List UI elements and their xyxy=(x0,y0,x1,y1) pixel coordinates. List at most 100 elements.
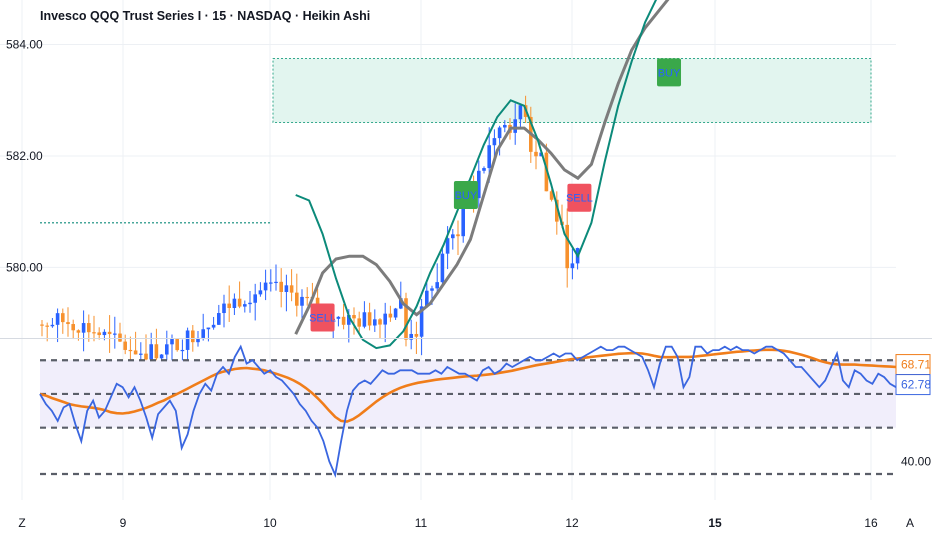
candle-body xyxy=(461,200,465,237)
candle-body xyxy=(263,282,268,291)
candle-body xyxy=(445,238,450,254)
candle-body xyxy=(76,330,81,333)
time-tick-label: Z xyxy=(18,516,25,530)
candle-body xyxy=(487,145,491,169)
candle-body xyxy=(482,168,486,171)
candle-body xyxy=(518,105,523,120)
candle-body xyxy=(336,316,341,319)
candle-body xyxy=(373,319,377,326)
candle-body xyxy=(409,333,413,340)
price-tick-label: 582.00 xyxy=(6,149,43,163)
candle-body xyxy=(378,319,382,325)
candle-body xyxy=(269,282,273,284)
candle-body xyxy=(243,304,247,307)
candle-body xyxy=(87,323,91,333)
candle-body xyxy=(50,324,55,327)
rsi-band-fill xyxy=(40,360,896,428)
candle-body xyxy=(237,298,242,307)
candle-body xyxy=(456,234,460,237)
candle-body xyxy=(492,138,497,146)
candle-body xyxy=(211,324,216,328)
rsi-line xyxy=(39,344,897,478)
sell-signal-badge xyxy=(567,183,592,212)
candlestick-series xyxy=(40,95,580,376)
fast-moving-average-line xyxy=(295,0,658,350)
candle-body xyxy=(81,323,86,333)
candle-body xyxy=(300,296,304,306)
candle-body xyxy=(513,119,517,133)
candle-body xyxy=(295,292,299,306)
time-tick-label: A xyxy=(906,516,914,530)
candle-body xyxy=(565,224,569,269)
candle-body xyxy=(451,234,455,239)
candle-body xyxy=(222,303,226,314)
price-axis[interactable]: 584.00 582.00 580.00 xyxy=(6,38,43,275)
sell-signal-label: SELL xyxy=(309,313,336,325)
time-tick-label: 15 xyxy=(708,516,722,530)
rsi-axis[interactable]: 68.71 62.78 40.00 xyxy=(895,354,931,469)
candle-body xyxy=(139,353,143,355)
candle-body xyxy=(118,333,122,342)
candle-body xyxy=(341,316,346,325)
rsi-pane xyxy=(39,344,897,478)
candle-body xyxy=(61,313,65,323)
candle-body xyxy=(45,325,49,327)
candle-body xyxy=(144,353,148,360)
candle-body xyxy=(570,263,575,269)
price-tick-label: 584.00 xyxy=(6,38,43,52)
candle-body xyxy=(503,124,507,128)
candle-body xyxy=(232,298,237,308)
time-tick-label: 12 xyxy=(565,516,579,530)
candle-body xyxy=(128,349,133,352)
buy-signal-label: BUY xyxy=(658,67,681,79)
candle-body xyxy=(347,315,351,325)
sell-signal-badge xyxy=(310,303,335,332)
candle-body xyxy=(425,290,429,307)
candle-body xyxy=(71,324,75,331)
time-axis[interactable]: Z 9 10 11 12 15 16 A xyxy=(18,516,914,530)
candle-body xyxy=(289,285,294,293)
candle-body xyxy=(66,322,70,325)
candle-body xyxy=(97,332,101,336)
candle-body xyxy=(534,151,538,157)
resistance-zone xyxy=(272,57,872,124)
candle-body xyxy=(175,339,179,351)
price-tick-label: 580.00 xyxy=(6,260,43,274)
candle-body xyxy=(191,330,195,343)
candle-body xyxy=(154,344,159,359)
candle-body xyxy=(393,308,398,318)
candle-body xyxy=(404,298,408,340)
candle-body xyxy=(388,313,393,318)
signal-badges: SELL BUY SELL BUY xyxy=(309,58,682,332)
candle-body xyxy=(133,350,138,355)
candle-body xyxy=(227,303,231,308)
rsi-value-tag-label: 68.71 xyxy=(901,358,931,372)
candle-body xyxy=(253,294,257,303)
buy-signal-badge xyxy=(453,180,478,209)
candle-body xyxy=(113,333,117,335)
buy-signal-badge xyxy=(657,58,682,87)
candle-body xyxy=(123,341,127,350)
candle-body xyxy=(367,312,372,326)
candle-body xyxy=(414,333,419,337)
candle-body xyxy=(357,318,361,327)
candle-body xyxy=(258,290,263,295)
candle-body xyxy=(149,344,153,360)
rsi-value-tag xyxy=(895,374,931,396)
candle-body xyxy=(107,331,112,335)
candle-body xyxy=(305,296,309,299)
candle-body xyxy=(362,312,367,327)
candle-body xyxy=(185,330,190,350)
time-tick-label: 10 xyxy=(263,516,277,530)
candle-body xyxy=(206,327,211,330)
candle-body xyxy=(102,331,107,336)
candle-body xyxy=(383,313,387,325)
candle-body xyxy=(549,191,554,200)
time-tick-label: 9 xyxy=(120,516,127,530)
candle-body xyxy=(196,337,200,343)
candle-body xyxy=(55,313,60,325)
rsi-value-tag-label: 62.78 xyxy=(901,378,931,392)
sell-signal-label: SELL xyxy=(566,193,593,205)
candle-body xyxy=(497,127,502,139)
